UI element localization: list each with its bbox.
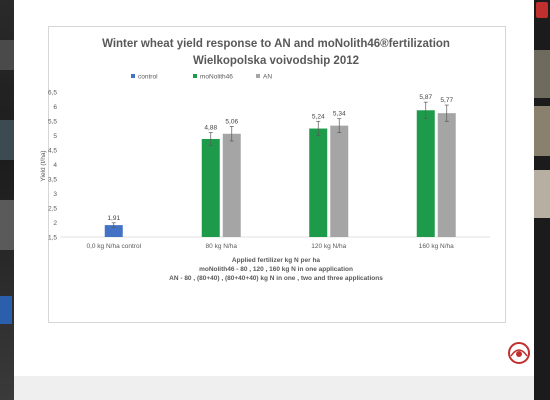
legend-label: control — [138, 74, 158, 81]
left-window-edge — [0, 0, 14, 400]
data-label: 1,91 — [107, 215, 120, 222]
x-tick-label: 80 kg N/ha — [206, 243, 238, 250]
bar — [437, 113, 456, 237]
y-tick-label: 6,5 — [48, 90, 57, 97]
bars: 1,91 4,88 5,06 5,24 5,34 5,87 5,77 — [104, 94, 456, 237]
legend-label: moNolith46 — [200, 74, 233, 81]
right-window-edge — [534, 0, 550, 400]
chart-subtitle: Wielkopolska voivodship 2012 — [193, 55, 359, 67]
legend-swatch — [193, 74, 197, 78]
y-tick-label: 2,5 — [48, 206, 57, 213]
side-thumbnail[interactable] — [534, 170, 550, 218]
legend-swatch — [256, 74, 260, 78]
legend: control moNolith46 AN — [131, 74, 272, 81]
y-tick-label: 3,5 — [48, 177, 57, 184]
chart-title: Winter wheat yield response to AN and mo… — [102, 38, 450, 50]
y-tick-label: 3 — [53, 191, 57, 198]
y-tick-label: 4,5 — [48, 148, 57, 155]
slide-bottom-band — [14, 376, 534, 400]
side-thumbnail[interactable] — [534, 106, 550, 156]
legend-label: AN — [263, 74, 272, 81]
x-axis-label-line: moNolith46 - 80 , 120 , 160 kg N in one … — [199, 266, 353, 273]
bar — [416, 110, 435, 237]
y-axis-label: Yield (t/ha) — [40, 150, 47, 181]
y-tick-label: 4 — [53, 162, 57, 169]
x-axis: 0,0 kg N/ha control 80 kg N/ha 120 kg N/ha… — [86, 243, 454, 250]
y-tick-label: 1,5 — [48, 235, 57, 242]
x-tick-label: 160 kg N/ha — [419, 243, 454, 250]
bar — [222, 133, 241, 237]
close-icon[interactable] — [536, 2, 548, 18]
bar — [330, 125, 349, 237]
x-axis-label-line: AN - 80 , (80+40) , (80+40+40) kg N in o… — [169, 275, 383, 282]
bar — [104, 225, 123, 237]
data-label: 5,77 — [440, 97, 453, 104]
data-label: 5,34 — [333, 111, 346, 118]
x-axis-label: Applied fertilizer kg N per ha moNolith46… — [169, 257, 383, 282]
y-tick-label: 2 — [53, 220, 57, 227]
data-label: 4,88 — [204, 125, 217, 132]
bar — [309, 128, 328, 237]
x-tick-label: 120 kg N/ha — [311, 243, 346, 250]
y-tick-label: 5 — [53, 133, 57, 140]
bar — [201, 138, 220, 237]
data-label: 5,87 — [419, 94, 432, 101]
left-edge-blue-marker — [0, 296, 12, 324]
data-label: 5,06 — [225, 119, 238, 126]
side-thumbnail[interactable] — [534, 50, 550, 98]
data-label: 5,24 — [312, 113, 325, 120]
logo-icon — [508, 342, 530, 364]
y-tick-label: 5,5 — [48, 119, 57, 126]
x-tick-label: 0,0 kg N/ha control — [86, 243, 141, 250]
legend-swatch — [131, 74, 135, 78]
y-tick-label: 6 — [53, 104, 57, 111]
x-axis-label-line: Applied fertilizer kg N per ha — [232, 257, 321, 264]
